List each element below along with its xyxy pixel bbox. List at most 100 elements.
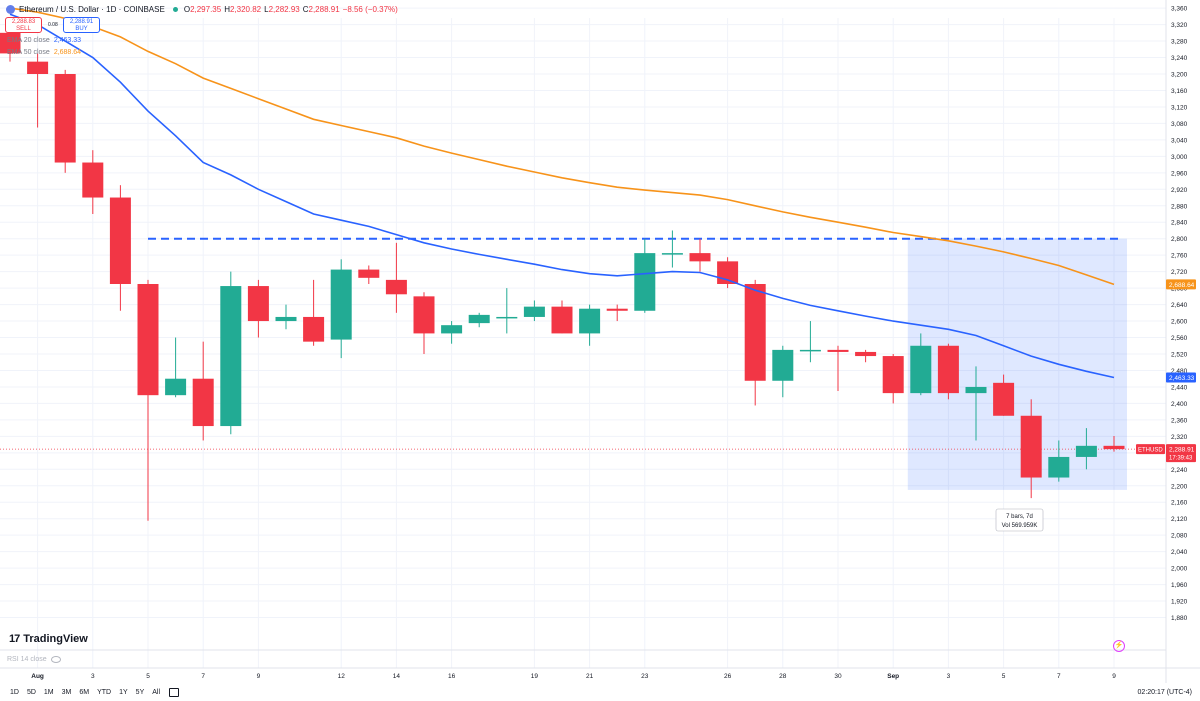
- bottom-toolbar: 1D 5D 1M 3M 6M YTD 1Y 5Y All 02:20:17 (U…: [0, 683, 1200, 701]
- candle-body: [441, 325, 463, 334]
- price-tick-label: 2,960: [1171, 170, 1188, 177]
- price-tick-label: 1,880: [1171, 615, 1188, 622]
- price-tick-label: 2,240: [1171, 467, 1188, 474]
- time-tick-label: 3: [947, 673, 951, 680]
- timeframe-1y[interactable]: 1Y: [119, 688, 128, 696]
- ema50-line: [9, 7, 1115, 286]
- candle-body: [468, 314, 490, 324]
- price-tick-label: 2,640: [1171, 302, 1188, 309]
- candle-body: [82, 162, 104, 198]
- countdown-tag: 17:39:43: [1169, 456, 1193, 462]
- measure-volume: Vol 569.959K: [1002, 523, 1038, 529]
- time-tick-label: 9: [257, 673, 261, 680]
- spread-value: 0.08: [48, 22, 58, 28]
- price-tick-label: 3,120: [1171, 104, 1188, 111]
- logo-text: TradingView: [23, 633, 88, 645]
- candle-body: [1048, 456, 1070, 478]
- candle-body: [827, 349, 849, 352]
- measure-tooltip: 7 bars, 7d Vol 569.959K: [995, 508, 1044, 532]
- candle-body: [385, 279, 407, 295]
- time-tick-label: 21: [586, 673, 594, 680]
- lightning-icon[interactable]: ⚡: [1113, 640, 1125, 652]
- timeframe-1d[interactable]: 1D: [10, 688, 19, 696]
- price-tick-label: 2,400: [1171, 401, 1188, 408]
- measure-bars: 7 bars, 7d: [1006, 514, 1033, 520]
- ema20-legend[interactable]: EMA 20 close 2,463.33: [7, 37, 81, 44]
- price-tags: 2,688.64 2,463.33 ETHUSD 2,288.91 17:39:43: [1136, 279, 1196, 463]
- timeframe-all[interactable]: All: [152, 688, 161, 696]
- market-status-icon: [172, 6, 178, 12]
- symbol-header: Ethereum / U.S. Dollar · 1D · COINBASE O…: [0, 0, 401, 18]
- price-tick-label: 2,800: [1171, 236, 1188, 243]
- candle-body: [993, 382, 1015, 416]
- time-tick-label: 5: [1002, 673, 1006, 680]
- price-tick-label: 2,720: [1171, 269, 1188, 276]
- timeframe-5y[interactable]: 5Y: [135, 688, 145, 696]
- candle-body: [109, 197, 131, 284]
- current-price-tag-bg: [1166, 444, 1196, 463]
- eye-icon[interactable]: [50, 656, 61, 663]
- candle-body: [247, 286, 269, 322]
- candle-body: [358, 269, 380, 278]
- candle-body: [882, 356, 904, 394]
- buy-label: BUY: [75, 26, 88, 32]
- candle-body: [855, 351, 877, 357]
- price-tick-label: 3,320: [1171, 22, 1188, 29]
- tradingview-logo[interactable]: 17 TradingView: [9, 633, 88, 645]
- sell-button[interactable]: 2,288.83 SELL: [5, 17, 42, 33]
- candle-body: [579, 308, 601, 334]
- price-tick-label: 1,960: [1171, 582, 1188, 589]
- time-tick-label: 5: [146, 673, 150, 680]
- candle-body: [330, 269, 352, 340]
- price-tick-label: 2,200: [1171, 483, 1188, 490]
- price-tick-label: 2,160: [1171, 500, 1188, 507]
- candle-body: [137, 284, 159, 396]
- time-tick-label: 3: [91, 673, 95, 680]
- candle-body: [551, 306, 573, 334]
- clock[interactable]: 02:20:17 (UTC-4): [1137, 688, 1192, 696]
- price-tick-label: 2,560: [1171, 335, 1188, 342]
- timeframe-ytd[interactable]: YTD: [97, 688, 112, 696]
- timeframe-6m[interactable]: 6M: [79, 688, 90, 696]
- grid-lines: [0, 7, 1166, 668]
- price-axis[interactable]: 1,880 1,920 1,960 2,000 2,040 2,080 2,120 2,160…: [1165, 0, 1200, 683]
- time-tick-label: 19: [531, 673, 539, 680]
- price-axis-bg: [1166, 0, 1200, 683]
- candle-body: [220, 286, 242, 427]
- candle-body: [496, 316, 518, 319]
- price-tick-label: 1,920: [1171, 599, 1188, 606]
- time-axis[interactable]: Aug 3 5 7 9 12 14 16 19 21 23 26 28 30 Sep 3 5 7 9: [0, 649, 1200, 680]
- price-tick-label: 2,120: [1171, 516, 1188, 523]
- timeframe-1m[interactable]: 1M: [43, 688, 54, 696]
- price-tick-label: 2,320: [1171, 434, 1188, 441]
- tradingview-logo-icon: 17: [9, 633, 20, 645]
- ohlc-open: O2,297.35: [183, 4, 222, 14]
- time-tick-label: Sep: [887, 673, 899, 680]
- buy-button[interactable]: 2,288.91 BUY: [63, 17, 100, 33]
- rsi-legend[interactable]: RSI 14 close: [7, 656, 61, 663]
- time-tick-label: 14: [393, 673, 401, 680]
- ohlc-high: H2,320.82: [224, 4, 262, 14]
- candle-body: [661, 253, 683, 255]
- timeframe-3m[interactable]: 3M: [61, 688, 72, 696]
- symbol-title[interactable]: Ethereum / U.S. Dollar · 1D · COINBASE: [19, 4, 165, 14]
- timeframe-5d[interactable]: 5D: [26, 688, 36, 696]
- candle-body: [523, 306, 545, 317]
- calendar-icon[interactable]: [169, 687, 180, 697]
- candle-body: [165, 378, 187, 396]
- ema50-value: 2,688.64: [53, 49, 82, 56]
- ema50-legend[interactable]: EMA 50 close 2,688.64: [7, 49, 81, 56]
- candle-body: [634, 253, 656, 311]
- sell-price: 2,288.83: [11, 19, 36, 25]
- ema20-label: EMA 20 close: [7, 37, 50, 44]
- candlesticks[interactable]: [0, 24, 1125, 521]
- price-tick-label: 3,160: [1171, 88, 1188, 95]
- price-tick-label: 2,040: [1171, 549, 1188, 556]
- ema20-price-tag: 2,463.33: [1169, 375, 1195, 382]
- price-tick-label: 2,520: [1171, 352, 1188, 359]
- candle-body: [937, 345, 959, 394]
- ohlc-low: L2,282.93: [264, 4, 300, 14]
- time-tick-label: Aug: [31, 673, 44, 680]
- ema50-label: EMA 50 close: [7, 49, 50, 56]
